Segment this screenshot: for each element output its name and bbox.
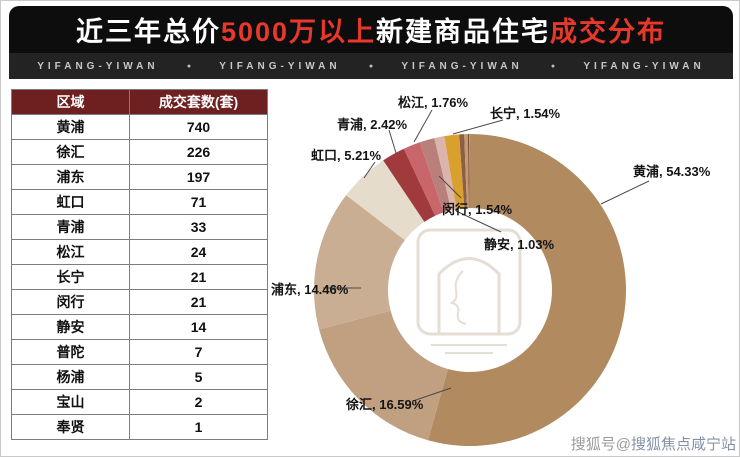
pie-slice-普陀 (459, 134, 467, 209)
table-row: 静安 14 (11, 314, 268, 340)
pie-slice-黄浦 (427, 134, 626, 446)
district-sales-table: 区域 成交套数(套) 黄浦 740 徐汇 226 浦东 197 虹口 71 青浦 33 松江 24 长宁 2… (11, 89, 268, 440)
pie-label-闵行: 闵行, 1.54% (442, 202, 513, 217)
title-segment: 5000万以上 (220, 17, 377, 47)
pie-label-青浦: 青浦, 2.42% (337, 117, 408, 132)
pie-label-黄浦: 黄浦, 54.33% (633, 164, 711, 179)
table-row: 杨浦 5 (11, 364, 268, 390)
table-cell: 197 (129, 164, 268, 190)
table-row: 黄浦 740 (11, 114, 268, 140)
table-cell: 14 (129, 314, 268, 340)
table-cell: 5 (129, 364, 268, 390)
brand-strip: YIFANG-YIWAN ● YIFANG-YIWAN ● YIFANG-YIWAN ● Y… (9, 53, 733, 79)
table-cell: 1 (129, 414, 268, 440)
table-cell: 普陀 (11, 339, 130, 365)
pie-label-静安: 静安, 1.03% (484, 237, 555, 252)
table-row: 青浦 33 (11, 214, 268, 240)
bullet-separator: ● (550, 62, 556, 70)
pie-slice-闵行 (419, 138, 452, 213)
table-cell: 24 (129, 239, 268, 265)
leader-lines (323, 109, 650, 402)
table-cell: 闵行 (11, 289, 130, 315)
table-cell: 33 (129, 214, 268, 240)
pie-slice-徐汇 (319, 310, 448, 441)
leader-line-青浦 (388, 129, 397, 154)
leader-line-静安 (455, 210, 502, 233)
leader-line-黄浦 (600, 180, 650, 205)
bottom-watermark: 搜狐号@搜狐焦点咸宁站 (571, 433, 736, 454)
pie-slice-宝山 (467, 134, 470, 209)
bullet-separator: ● (368, 62, 374, 70)
table-row: 松江 24 (11, 239, 268, 265)
pie-slice-青浦 (383, 148, 436, 222)
donut-slices (314, 134, 626, 446)
table-cell: 226 (129, 139, 268, 165)
table-cell: 奉贤 (11, 414, 130, 440)
table-cell: 7 (129, 339, 268, 365)
pie-label-虹口: 虹口, 5.21% (311, 148, 382, 163)
table-cell: 宝山 (11, 389, 130, 415)
table-cell: 静安 (11, 314, 130, 340)
pie-label-松江: 松江, 1.76% (398, 95, 469, 110)
pie-slice-奉贤 (469, 134, 470, 209)
pie-label-徐汇: 徐汇, 16.59% (346, 397, 424, 412)
bullet-separator: ● (186, 62, 192, 70)
pie-label-浦东: 浦东, 14.46% (271, 282, 349, 297)
pie-slice-虹口 (346, 160, 425, 241)
table-row: 普陀 7 (11, 339, 268, 365)
table-header-cell: 成交套数(套) (129, 89, 268, 115)
pie-slice-松江 (403, 142, 444, 216)
table-row: 徐汇 226 (11, 139, 268, 165)
watermark-prefix: 搜狐号@ (570, 436, 631, 453)
leader-line-长宁 (452, 119, 504, 135)
table-row: 长宁 21 (11, 264, 268, 290)
title-segment: 近三年总价 (75, 17, 221, 47)
table-cell: 2 (129, 389, 268, 415)
table-cell: 徐汇 (11, 139, 130, 165)
center-watermark-logo (416, 228, 522, 354)
table-row: 虹口 71 (11, 189, 268, 215)
brand-text: YIFANG-YIWAN (37, 60, 159, 72)
title-segment: 新建商品住宅 (376, 17, 551, 47)
table-cell: 杨浦 (11, 364, 130, 390)
pie-slice-浦东 (314, 195, 405, 330)
table-cell: 740 (129, 114, 268, 140)
table-cell: 黄浦 (11, 114, 130, 140)
table-header-cell: 区域 (11, 89, 130, 115)
pie-label-长宁: 长宁, 1.54% (490, 106, 561, 121)
pie-slice-杨浦 (464, 134, 469, 209)
table-cell: 长宁 (11, 264, 130, 290)
brand-text: YIFANG-YIWAN (401, 60, 523, 72)
table-cell: 21 (129, 289, 268, 315)
table-cell: 虹口 (11, 189, 130, 215)
table-cell: 71 (129, 189, 268, 215)
table-row: 闵行 21 (11, 289, 268, 315)
table-cell: 青浦 (11, 214, 130, 240)
pie-slice-长宁 (444, 134, 465, 210)
pie-slice-静安 (434, 136, 457, 211)
table-header: 区域 成交套数(套) (11, 89, 268, 115)
table-cell: 松江 (11, 239, 130, 265)
table-header-row: 区域 成交套数(套) (11, 89, 268, 115)
table-cell: 浦东 (11, 164, 130, 190)
leader-line-虹口 (363, 161, 376, 179)
brand-text: YIFANG-YIWAN (583, 60, 705, 72)
table-row: 浦东 197 (11, 164, 268, 190)
title-bar: 近三年总价 5000万以上 新建商品住宅 成交分布 (9, 6, 733, 53)
table-body: 黄浦 740 徐汇 226 浦东 197 虹口 71 青浦 33 松江 24 长宁 21 闵行 21 静安 14 普… (11, 114, 268, 440)
table-row: 奉贤 1 (11, 414, 268, 440)
table-row: 宝山 2 (11, 389, 268, 415)
leader-line-松江 (413, 109, 433, 143)
leader-line-徐汇 (412, 387, 452, 402)
watermark-main: 搜狐焦点咸宁站 (630, 436, 736, 453)
title-segment: 成交分布 (550, 17, 667, 47)
leader-line-闵行 (438, 175, 462, 199)
brand-text: YIFANG-YIWAN (219, 60, 341, 72)
table-cell: 21 (129, 264, 268, 290)
